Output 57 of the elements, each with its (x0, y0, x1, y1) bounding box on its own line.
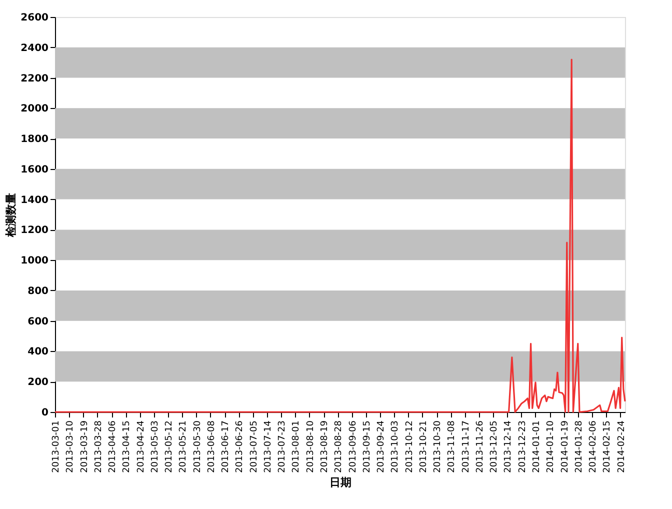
x-tick-label: 2013-10-12 (404, 420, 415, 473)
x-tick-label: 2013-06-26 (235, 420, 246, 473)
y-tick-label: 1600 (20, 164, 49, 176)
x-tick-label: 2013-12-23 (518, 420, 528, 473)
y-tick-label: 2600 (20, 12, 49, 24)
x-tick-label: 2013-09-06 (348, 420, 358, 473)
x-tick-label: 2014-01-10 (546, 420, 556, 473)
x-tick-label: 2013-06-17 (221, 420, 232, 473)
x-tick-label: 2013-12-14 (504, 420, 514, 473)
x-tick-label: 2013-05-21 (178, 420, 189, 473)
x-tick-label: 2013-11-26 (475, 420, 486, 473)
x-tick-label: 2014-01-28 (574, 420, 584, 473)
y-tick-label: 1800 (20, 134, 49, 146)
x-tick-label: 2013-10-21 (418, 420, 429, 473)
y-tick-label: 400 (28, 346, 49, 358)
x-tick-label: 2013-09-24 (376, 420, 387, 473)
y-tick-label: 200 (28, 377, 49, 388)
y-tick-label: 0 (42, 408, 49, 418)
x-tick-label: 2014-02-15 (602, 420, 613, 473)
x-tick-label: 2013-03-19 (80, 420, 90, 473)
x-tick-label: 2013-04-06 (108, 420, 118, 473)
y-tick-label: 2000 (20, 104, 49, 115)
x-tick-label: 2013-12-05 (490, 420, 500, 473)
x-tick-label: 2013-08-28 (334, 420, 344, 473)
x-tick-label: 2013-09-15 (362, 420, 372, 473)
x-tick-label: 2014-02-06 (588, 420, 599, 473)
x-tick-label: 2013-04-15 (122, 420, 132, 473)
y-tick-label: 2200 (20, 73, 49, 84)
x-tick-label: 2013-10-30 (433, 420, 444, 473)
x-tick-label: 2013-03-10 (66, 420, 76, 473)
x-tick-label: 2013-08-19 (320, 420, 330, 473)
x-tick-label: 2013-07-14 (263, 420, 274, 473)
x-tick-label: 2013-10-03 (390, 420, 401, 473)
x-axis-title: 日期 (330, 476, 352, 489)
y-tick-label: 2400 (20, 42, 49, 54)
x-tick-label: 2013-06-08 (206, 420, 217, 473)
x-tick-label: 2013-03-01 (52, 420, 62, 473)
x-tick-label: 2013-05-03 (150, 420, 160, 473)
x-tick-label: 2014-02-24 (616, 420, 627, 473)
x-tick-label: 2013-03-28 (94, 420, 104, 473)
x-tick-label: 2013-05-30 (192, 420, 203, 473)
x-tick-label: 2013-04-24 (136, 420, 146, 473)
x-tick-label: 2013-07-05 (249, 420, 260, 473)
x-tick-label: 2014-01-01 (532, 420, 542, 473)
y-axis-title: 检测数量 (4, 193, 18, 238)
y-tick-label: 1000 (20, 256, 49, 267)
x-tick-label: 2013-05-12 (164, 420, 175, 473)
x-tick-label: 2014-01-19 (560, 420, 570, 473)
x-tick-label: 2013-11-17 (461, 420, 472, 473)
x-tick-label: 2013-11-08 (447, 420, 458, 473)
x-tick-label: 2013-07-23 (278, 420, 288, 473)
x-tick-label: 2013-08-10 (306, 420, 316, 473)
y-tick-label: 1400 (20, 194, 49, 206)
y-tick-label: 800 (28, 286, 49, 297)
y-tick-label: 600 (28, 316, 49, 328)
y-tick-label: 1200 (20, 225, 49, 236)
x-tick-label: 2013-08-01 (292, 420, 302, 473)
